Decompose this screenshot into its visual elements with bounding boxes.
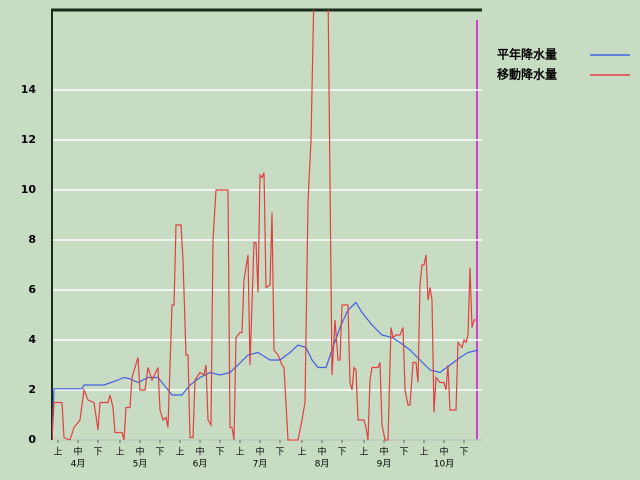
y-tick-label: 6 (28, 283, 36, 296)
month-label: 8月 (315, 459, 330, 470)
month-label: 4月 (71, 459, 86, 470)
month-label: 5月 (133, 459, 148, 470)
x-tick-label: 下 (459, 448, 468, 458)
month-label: 6月 (193, 459, 208, 470)
x-tick-label: 下 (155, 448, 164, 458)
y-tick-label: 12 (21, 133, 36, 146)
x-tick-label: 上 (419, 447, 428, 458)
legend-label: 平年降水量 (497, 47, 557, 62)
y-tick-label: 4 (28, 333, 36, 346)
legend-label: 移動降水量 (497, 67, 557, 82)
x-tick-label: 上 (359, 447, 368, 458)
x-tick-label: 中 (439, 446, 448, 458)
x-tick-label: 中 (379, 446, 388, 458)
x-tick-label: 中 (195, 446, 204, 458)
x-tick-label: 上 (115, 447, 124, 458)
x-tick-label: 中 (255, 446, 264, 458)
series-line (52, 301, 479, 441)
x-tick-label: 上 (175, 447, 184, 458)
x-tick-label: 下 (399, 448, 408, 458)
x-tick-label: 中 (73, 446, 82, 458)
x-tick-label: 下 (337, 448, 346, 458)
y-tick-label: 10 (21, 183, 37, 196)
month-label: 10月 (434, 459, 454, 470)
x-tick-label: 下 (275, 448, 284, 458)
x-tick-label: 上 (297, 447, 306, 458)
y-tick-label: 14 (21, 83, 37, 96)
month-label: 7月 (253, 459, 268, 470)
series-line (52, 10, 476, 441)
x-tick-label: 中 (317, 446, 326, 458)
x-tick-label: 下 (215, 448, 224, 458)
x-tick-label: 中 (135, 446, 144, 458)
x-tick-label: 上 (235, 447, 244, 458)
y-tick-label: 0 (28, 433, 36, 446)
x-tick-label: 上 (53, 447, 62, 458)
month-label: 9月 (377, 459, 392, 470)
y-tick-label: 2 (28, 383, 36, 396)
x-tick-label: 下 (93, 448, 102, 458)
y-tick-label: 8 (28, 233, 36, 246)
